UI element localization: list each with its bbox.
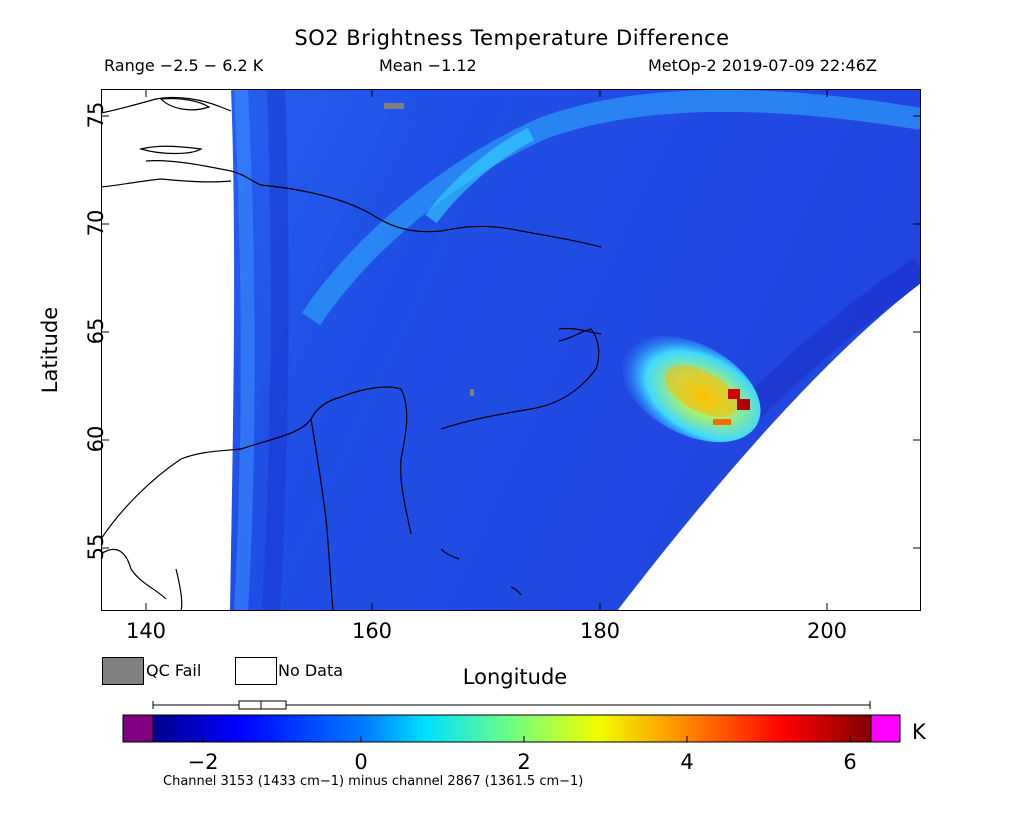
coastlines (101, 96, 602, 612)
x-tick-label: 140 (125, 619, 167, 643)
colorbar-tick-label: 2 (517, 750, 531, 774)
qc-fail-label: QC Fail (146, 661, 202, 680)
y-tick-label: 55 (84, 533, 108, 561)
qc-fail-swatch (102, 657, 144, 685)
y-axis-label: Latitude (38, 306, 62, 394)
qc-fail-pixel (384, 103, 404, 109)
colorbar-tick-label: −2 (187, 750, 219, 774)
colorbar-tick-label: 4 (680, 750, 694, 774)
y-tick-label: 60 (84, 425, 108, 453)
colorbar-tick-label: 0 (354, 750, 368, 774)
axis-tick-marks (101, 89, 921, 611)
y-tick-label: 70 (84, 209, 108, 237)
colorbar-under (122, 714, 154, 743)
so2-hotspot (728, 389, 740, 399)
swath-field (230, 89, 921, 611)
map-plot (101, 89, 921, 612)
y-tick-label: 65 (84, 317, 108, 345)
range-text: Range −2.5 − 6.2 K (104, 56, 264, 75)
colorbar-tick-label: 6 (843, 750, 857, 774)
channel-note: Channel 3153 (1433 cm−1) minus channel 2… (163, 774, 584, 789)
colorbar-unit: K (912, 720, 926, 744)
mean-text: Mean −1.12 (379, 56, 477, 75)
x-axis-label: Longitude (462, 665, 568, 689)
colorbar-gradient (152, 714, 872, 743)
boxplot-box (238, 700, 287, 710)
plot-frame (101, 89, 921, 611)
no-data-swatch (235, 657, 277, 685)
colorbar-over (870, 714, 901, 743)
x-tick-label: 180 (579, 619, 621, 643)
y-tick-label: 75 (84, 101, 108, 129)
satellite-text: MetOp-2 2019-07-09 22:46Z (648, 56, 877, 75)
colorbar (122, 700, 901, 743)
x-tick-label: 160 (351, 619, 393, 643)
no-data-label: No Data (278, 661, 344, 680)
x-tick-label: 200 (806, 619, 848, 643)
map-title: SO2 Brightness Temperature Difference (294, 26, 730, 50)
